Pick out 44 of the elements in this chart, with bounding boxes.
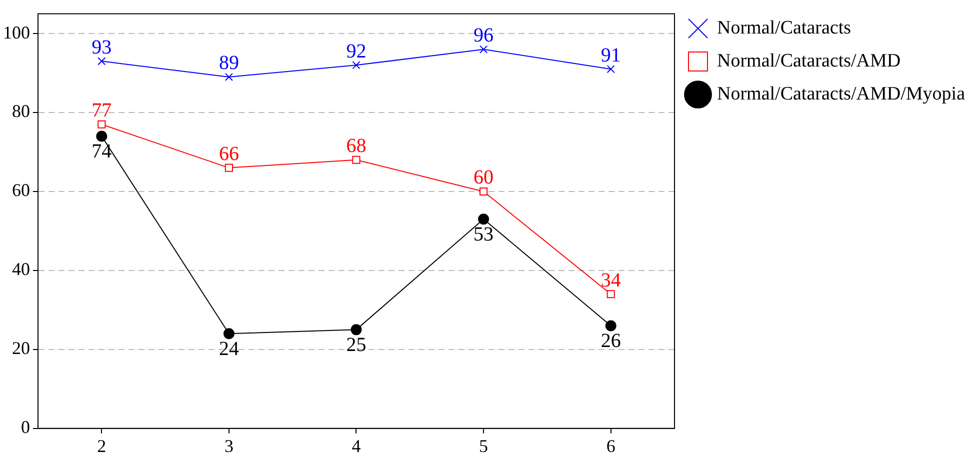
- legend-label: Normal/Cataracts/AMD: [717, 50, 901, 72]
- point: [352, 61, 360, 70]
- point: [606, 290, 615, 298]
- y-tick-label: 80: [12, 101, 30, 122]
- y-tick-label: 60: [12, 180, 30, 200]
- point: [478, 214, 490, 225]
- data-label: 92: [346, 40, 366, 62]
- x-tick-label: 3: [224, 436, 234, 456]
- data-label: 53: [474, 223, 494, 246]
- point: [98, 120, 106, 128]
- data-label: 68: [346, 135, 366, 158]
- data-label: 25: [346, 334, 366, 356]
- y-tick-label: 40: [12, 259, 30, 280]
- point: [223, 328, 234, 340]
- x-tick-label: 6: [606, 436, 616, 456]
- data-label: 60: [474, 166, 494, 189]
- point: [98, 57, 106, 66]
- legend-label: Normal/Cataracts: [717, 17, 852, 38]
- point: [480, 187, 488, 196]
- legend-label: Normal/Cataracts/AMD/Myopia: [717, 83, 966, 104]
- y-tick-label: 100: [3, 22, 30, 42]
- data-label: 89: [218, 52, 239, 74]
- data-label: 74: [92, 140, 112, 162]
- point: [605, 320, 616, 332]
- data-label: 26: [600, 330, 621, 352]
- point: [96, 130, 108, 142]
- data-label: 34: [600, 269, 621, 292]
- point: [224, 72, 233, 82]
- data-label: 77: [92, 100, 112, 122]
- y-tick-label: 20: [12, 338, 30, 358]
- x-tick-label: 4: [352, 436, 361, 456]
- point: [350, 324, 362, 336]
- point: [224, 164, 233, 172]
- y-tick-label: 0: [21, 417, 30, 438]
- data-label: 96: [474, 24, 494, 47]
- data-label: 24: [218, 338, 239, 360]
- data-label: 91: [600, 44, 621, 66]
- x-tick-label: 5: [479, 436, 488, 456]
- point: [352, 156, 360, 164]
- point: [606, 65, 615, 74]
- x-tick-label: 2: [97, 436, 106, 456]
- point: [480, 45, 488, 54]
- data-label: 66: [218, 143, 239, 166]
- data-label: 93: [92, 36, 112, 58]
